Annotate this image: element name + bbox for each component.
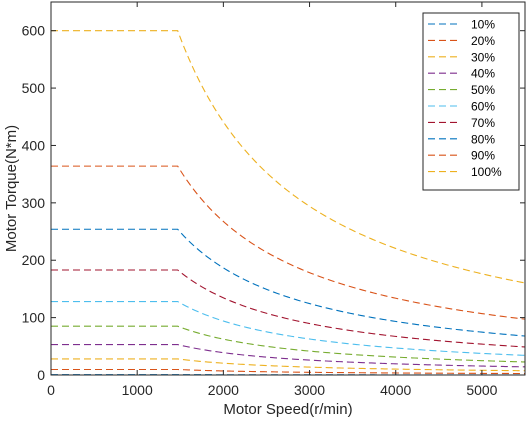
y-tick-label: 100 [22,310,46,326]
x-tick-label: 3000 [294,382,325,398]
x-tick-label: 5000 [466,382,497,398]
axis-ticks: 0 1000 2000 3000 4000 5000 0 100 200 300 400 500 600 [22,2,525,398]
x-tick-label: 4000 [380,382,411,398]
series-line-60pct [51,301,525,356]
x-tick-label: 0 [47,382,55,398]
legend-label: 90% [471,149,495,163]
legend-label: 20% [471,34,495,48]
y-tick-label: 300 [22,195,46,211]
series-line-50pct [51,325,525,363]
series-line-90pct [51,165,525,320]
plot-frame [50,1,526,376]
legend-label: 50% [471,83,495,97]
series-line-80pct [51,228,525,337]
legend-label: 60% [471,100,495,114]
y-tick-label: 200 [22,252,46,268]
y-tick-label: 0 [37,367,45,383]
series-line-100pct [51,30,525,284]
series-line-30pct [51,358,525,372]
legend-label: 40% [471,67,495,81]
series-line-40pct [51,344,525,368]
y-axis-title: Motor Torque(N*m) [3,125,20,252]
y-tick-label: 600 [22,23,46,39]
legend-label: 10% [471,18,495,32]
x-tick-label: 2000 [208,382,239,398]
y-tick-label: 500 [22,80,46,96]
legend-label: 70% [471,116,495,130]
series-lines [51,30,525,376]
legend: 10% 20% 30% 40% 50% 60% 70% 80% 90% 100% [422,12,520,191]
y-tick-label: 400 [22,137,46,153]
legend-label: 80% [471,132,495,146]
legend-label: 30% [471,50,495,64]
x-axis-title: Motor Speed(r/min) [223,401,352,418]
series-line-70pct [51,269,525,348]
series-line-20pct [51,368,525,375]
legend-label: 100% [471,165,502,179]
x-tick-label: 1000 [122,382,153,398]
legend-box [422,12,520,191]
